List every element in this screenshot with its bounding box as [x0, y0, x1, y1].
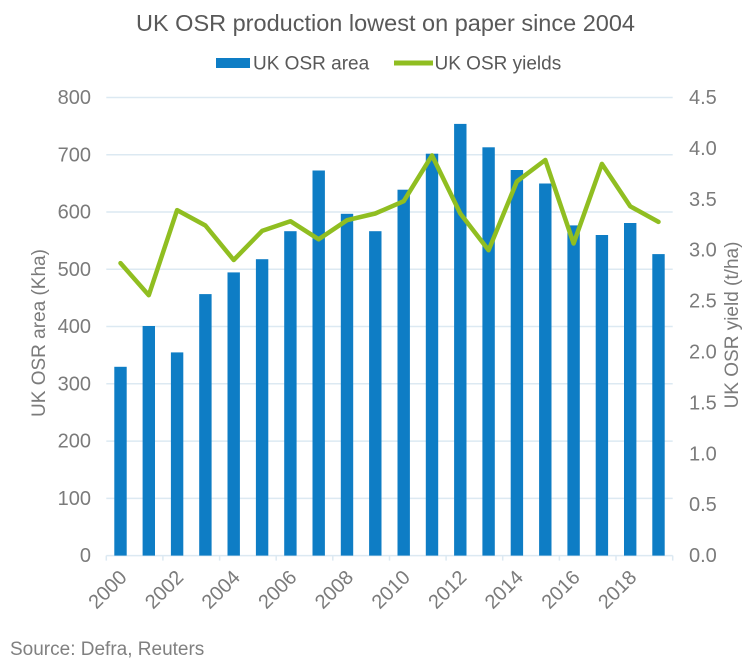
svg-text:1.0: 1.0: [689, 443, 717, 465]
svg-text:500: 500: [58, 259, 91, 281]
svg-text:4.5: 4.5: [689, 87, 717, 109]
svg-text:200: 200: [58, 431, 91, 453]
svg-text:UK OSR area: UK OSR area: [253, 54, 370, 75]
svg-text:800: 800: [58, 87, 91, 109]
svg-text:UK OSR production lowest on pa: UK OSR production lowest on paper since …: [136, 10, 635, 36]
svg-text:100: 100: [58, 488, 91, 510]
svg-text:2.5: 2.5: [689, 291, 717, 313]
svg-text:4.0: 4.0: [689, 138, 717, 160]
svg-text:300: 300: [58, 373, 91, 395]
svg-text:3.5: 3.5: [689, 189, 717, 211]
svg-text:0.0: 0.0: [689, 545, 717, 567]
svg-text:UK OSR yield (t/ha): UK OSR yield (t/ha): [722, 242, 743, 409]
svg-text:600: 600: [58, 202, 91, 224]
svg-text:2.0: 2.0: [689, 342, 717, 364]
svg-text:1.5: 1.5: [689, 392, 717, 414]
svg-text:400: 400: [58, 316, 91, 338]
svg-text:3.0: 3.0: [689, 240, 717, 262]
svg-text:UK OSR area (Kha): UK OSR area (Kha): [29, 249, 50, 417]
svg-text:0.5: 0.5: [689, 494, 717, 516]
svg-text:0: 0: [80, 545, 91, 567]
svg-text:UK OSR yields: UK OSR yields: [435, 54, 562, 75]
svg-text:700: 700: [58, 144, 91, 166]
svg-text:Source: Defra, Reuters: Source: Defra, Reuters: [10, 639, 204, 660]
